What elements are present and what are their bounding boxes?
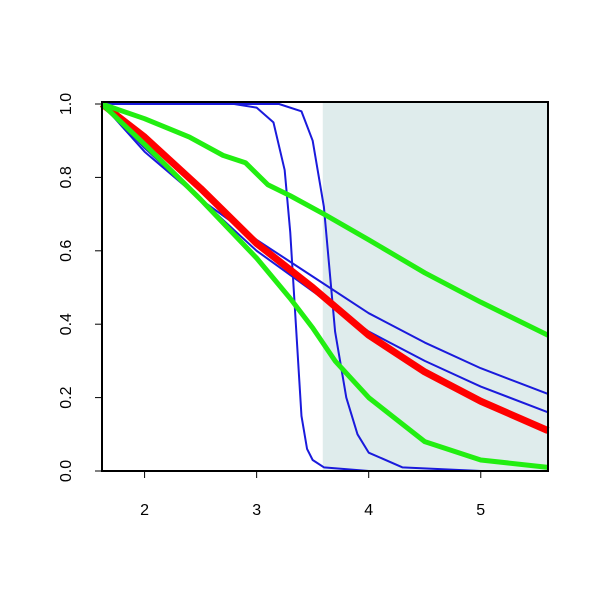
y-tick-label: 0.0: [58, 460, 75, 482]
line: [101, 103, 549, 395]
plot-frame: [101, 101, 549, 472]
x-tick-label: 4: [364, 502, 373, 519]
y-tick-label: 0.4: [58, 313, 75, 335]
line: [100, 102, 549, 470]
line: [99, 101, 550, 434]
x-tick-label: 3: [252, 502, 261, 519]
line: [101, 101, 550, 338]
y-tick-label: 1.0: [58, 93, 75, 115]
y-tick-label: 0.2: [58, 386, 75, 408]
y-tick-label: 0.6: [58, 240, 75, 262]
line: [102, 103, 548, 472]
line: [102, 103, 548, 472]
y-tick-label: 0.8: [58, 166, 75, 188]
shaded-region: [322, 102, 548, 471]
x-tick-label: 2: [140, 502, 149, 519]
x-tick-label: 5: [476, 502, 485, 519]
